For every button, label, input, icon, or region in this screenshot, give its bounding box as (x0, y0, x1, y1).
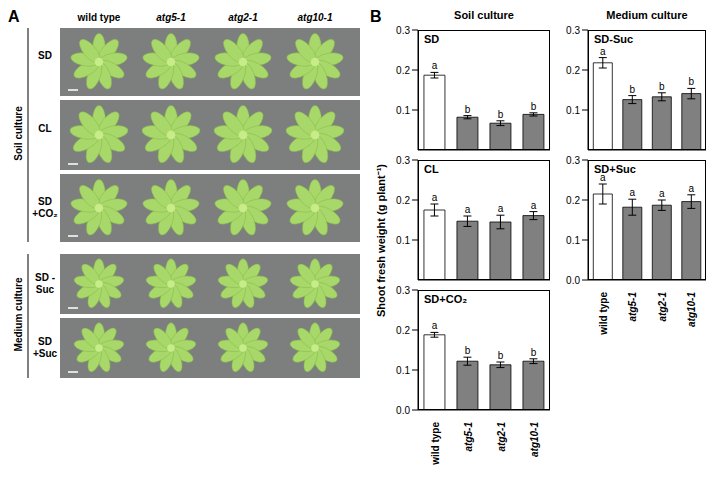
svg-text:0.0: 0.0 (396, 405, 410, 416)
html-text:SD-Suc: SD-Suc (594, 33, 634, 45)
svg-text:a: a (432, 60, 438, 71)
html-text:SD+CO₂: SD+CO₂ (424, 293, 468, 305)
html-text:atg2-1: atg2-1 (228, 12, 258, 23)
html-text:atg5-1: atg5-1 (156, 12, 186, 23)
html-text:atg10-1: atg10-1 (297, 12, 333, 23)
svg-text:0.1: 0.1 (566, 105, 580, 116)
svg-text:0.3: 0.3 (566, 155, 580, 166)
svg-text:a: a (432, 192, 438, 203)
svg-text:a: a (432, 320, 438, 331)
svg-text:b: b (659, 81, 665, 92)
svg-text:b: b (498, 350, 504, 361)
html-text:wild type: wild type (77, 12, 121, 23)
svg-text:0.2: 0.2 (566, 195, 580, 206)
svg-text:b: b (498, 109, 504, 120)
html-text:SD: SD (38, 50, 52, 61)
html-text:SD +Suc: SD +Suc (32, 336, 58, 359)
svg-text:b: b (465, 104, 471, 115)
svg-text:b: b (531, 101, 537, 112)
html-text:Medium culture: Medium culture (606, 9, 688, 21)
svg-text:atg5-1: atg5-1 (463, 422, 474, 452)
svg-text:0.3: 0.3 (396, 155, 410, 166)
svg-text:0.0: 0.0 (566, 275, 580, 286)
html-text:SD: SD (424, 33, 440, 45)
html-text:SD -Suc: SD -Suc (35, 272, 55, 295)
svg-text:a: a (689, 183, 695, 194)
svg-text:0.2: 0.2 (396, 65, 410, 76)
svg-text:b: b (630, 84, 636, 95)
svg-text:0.2: 0.2 (396, 195, 410, 206)
html-text:SD +CO₂: SD +CO₂ (32, 196, 58, 219)
svg-text:a: a (630, 187, 636, 198)
svg-text:b: b (465, 345, 471, 356)
svg-text:a: a (659, 188, 665, 199)
html-text:SD+Suc: SD+Suc (594, 163, 636, 175)
html-text:Soil culture: Soil culture (12, 106, 24, 161)
svg-text:b: b (689, 76, 695, 87)
html-text:Shoot fresh weight (g plant⁻¹): Shoot fresh weight (g plant⁻¹) (374, 164, 387, 318)
svg-text:wild type: wild type (430, 422, 441, 466)
svg-text:atg10-1: atg10-1 (529, 422, 540, 457)
svg-text:atg5-1: atg5-1 (627, 292, 638, 322)
svg-text:a: a (531, 200, 537, 211)
html-text:Soil culture: Soil culture (454, 9, 514, 21)
svg-text:0.3: 0.3 (566, 25, 580, 36)
html-text:CL: CL (424, 163, 439, 175)
html-text:Medium culture: Medium culture (12, 277, 24, 352)
svg-text:0.2: 0.2 (396, 325, 410, 336)
html-text:A: A (8, 8, 20, 25)
svg-text:0.1: 0.1 (396, 105, 410, 116)
html-text:CL: CL (38, 123, 52, 134)
svg-text:atg2-1: atg2-1 (657, 292, 668, 322)
svg-text:wild type: wild type (598, 292, 609, 336)
svg-text:atg2-1: atg2-1 (496, 422, 507, 452)
svg-text:a: a (465, 204, 471, 215)
svg-text:a: a (498, 203, 504, 214)
svg-text:0.1: 0.1 (566, 235, 580, 246)
svg-text:0.1: 0.1 (396, 365, 410, 376)
svg-text:b: b (531, 347, 537, 358)
svg-text:0.2: 0.2 (566, 65, 580, 76)
svg-text:a: a (600, 46, 606, 57)
svg-text:0.3: 0.3 (396, 25, 410, 36)
svg-text:0.1: 0.1 (396, 235, 410, 246)
svg-text:a: a (600, 172, 606, 183)
html-text:B: B (370, 8, 382, 25)
svg-text:atg10-1: atg10-1 (686, 292, 697, 327)
svg-text:0.3: 0.3 (396, 285, 410, 296)
